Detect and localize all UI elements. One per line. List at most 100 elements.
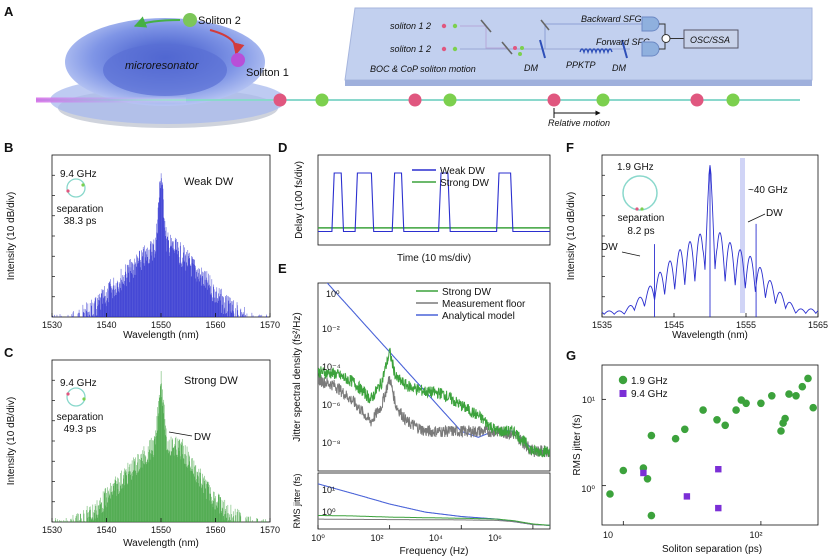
e-xtick-3: 10⁶ [488, 533, 502, 543]
f-dw-left: DW [601, 242, 618, 253]
c-dw-label: DW [194, 432, 211, 443]
microresonator-label: microresonator [125, 60, 200, 72]
e-ylabel-bottom: RMS jitter (fs) [292, 473, 302, 528]
g-point-1p9ghz [647, 431, 656, 440]
f-ylabel: Intensity (10 dB/div) [566, 192, 577, 280]
g-ytick-1: 10⁰ [581, 484, 595, 494]
g-point-9p4ghz [640, 469, 647, 477]
setup-input2: soliton 1 2 [390, 44, 431, 54]
g-point-1p9ghz [777, 427, 785, 435]
panel-e: E 10⁰ 10⁻² 10⁻⁴ 10⁻⁶ 10⁻⁸ 10¹ 10⁰ 10⁰ 10… [278, 261, 551, 557]
panel-c: C 1530 1540 1550 1560 1570 Intensity (10 dB/… [4, 345, 280, 549]
panel-f: F 1535 1545 1555 1565 Intensity (10 dB/div)… [566, 140, 828, 341]
c-sep-label: separation [57, 412, 104, 423]
f-xlabel: Wavelength (nm) [672, 330, 748, 341]
g-point-1p9ghz [742, 399, 750, 408]
panel-label-d: D [278, 140, 287, 155]
g-legend-purple: 9.4 GHz [631, 389, 668, 400]
f-sep-value: 8.2 ps [627, 226, 654, 237]
e-rms-floor [318, 518, 550, 526]
d-trace-weak [318, 172, 550, 233]
c-xtick-label: 1540 [96, 525, 116, 535]
f-xtick-label: 1545 [664, 320, 684, 330]
soliton-train [273, 93, 740, 107]
b-xtick-label: 1530 [42, 320, 62, 330]
panel-d: D Weak DW Strong DW Delay (100 fs/div) T… [278, 140, 551, 264]
e-ylabel-top: Jitter spectral density (fs²/Hz) [292, 312, 303, 441]
g-xtick-1: 10² [749, 530, 762, 540]
c-ring-icon [66, 387, 86, 407]
f-xtick-label: 1535 [592, 320, 612, 330]
g-point-9p4ghz [715, 504, 722, 512]
e-ytick-bottom-0: 10¹ [322, 485, 335, 495]
g-xlabel: Soliton separation (ps) [662, 544, 762, 555]
b-ylabel: Intensity (10 dB/div) [6, 192, 17, 280]
e-frame-top [317, 282, 551, 472]
f-rep-rate: 1.9 GHz [617, 162, 654, 173]
e-legend-model: Analytical model [442, 311, 515, 322]
g-point-1p9ghz [792, 392, 800, 400]
e-model-line [326, 283, 550, 452]
f-ring-icon [622, 175, 658, 211]
b-xlabel: Wavelength (nm) [123, 330, 199, 341]
panel-a: A microresonator Soliton 2 Soliton 1 Rel… [4, 4, 813, 128]
e-ytick-top-2: 10⁻⁴ [322, 362, 341, 372]
input-pulse [36, 97, 186, 103]
g-point-1p9ghz [785, 390, 793, 398]
setup-dm2: DM [612, 63, 626, 73]
g-ylabel: RMS jitter (fs) [572, 414, 583, 475]
c-xtick-label: 1570 [260, 525, 280, 535]
c-dw-pointer [168, 431, 193, 437]
b-ring-icon [66, 178, 86, 198]
g-frame [601, 364, 819, 526]
soliton2-arrow [133, 16, 181, 28]
panel-b: B 1530 1540 1550 1560 1570 Intensity (10 dB/… [4, 140, 280, 341]
relative-motion-label: Relative motion [548, 118, 610, 128]
setup-backward-sfg: Backward SFG [581, 14, 642, 24]
b-xtick-label: 1560 [205, 320, 225, 330]
d-xlabel: Time (10 ms/div) [397, 253, 471, 264]
e-xtick-2: 10⁴ [429, 533, 443, 543]
g-point-9p4ghz [715, 466, 722, 473]
g-point-1p9ghz [804, 374, 812, 383]
panel-label-a: A [4, 4, 14, 19]
panel-label-g: G [566, 348, 576, 363]
f-sep-label: separation [618, 213, 665, 224]
f-dw-right: DW [766, 208, 783, 219]
g-point-1p9ghz [713, 416, 721, 424]
b-rep-rate: 9.4 GHz [60, 169, 97, 180]
setup-boc-label: BOC & CoP soliton motion [370, 64, 476, 74]
setup-forward-sfg: Forward SFG [596, 37, 650, 47]
soliton1-arrow [209, 29, 245, 56]
c-xlabel: Wavelength (nm) [123, 538, 199, 549]
g-point-1p9ghz [619, 466, 628, 475]
b-sep-value: 38.3 ps [64, 216, 97, 227]
g-point-1p9ghz [757, 399, 765, 408]
g-point-1p9ghz [671, 434, 680, 443]
g-point-1p9ghz [647, 511, 656, 520]
g-point-1p9ghz [798, 382, 807, 391]
c-sep-value: 49.3 ps [64, 424, 97, 435]
f-fsr-label: ~40 GHz [748, 185, 788, 196]
soliton2-dot [183, 13, 197, 27]
g-ytick-0: 10¹ [582, 395, 595, 405]
e-frame-bottom [317, 472, 551, 530]
g-legend-marker-green [618, 375, 628, 385]
soliton1-dot [231, 53, 245, 67]
g-point-1p9ghz [768, 392, 776, 400]
g-points [606, 374, 817, 520]
c-spectrum [55, 371, 268, 522]
e-xtick-0: 10⁰ [311, 533, 325, 543]
f-dw-band [740, 158, 745, 313]
e-floor-line [318, 375, 550, 458]
f-xtick-label: 1555 [736, 320, 756, 330]
c-xtick-label: 1560 [205, 525, 225, 535]
e-ytick-bottom-1: 10⁰ [322, 507, 336, 517]
d-frame [317, 154, 551, 246]
g-point-1p9ghz [681, 425, 689, 434]
e-strong-line [318, 347, 550, 458]
d-legend-strong: Strong DW [440, 178, 489, 189]
setup-input1: soliton 1 2 [390, 21, 431, 31]
b-legend: Weak DW [184, 176, 234, 188]
panel-label-e: E [278, 261, 287, 276]
